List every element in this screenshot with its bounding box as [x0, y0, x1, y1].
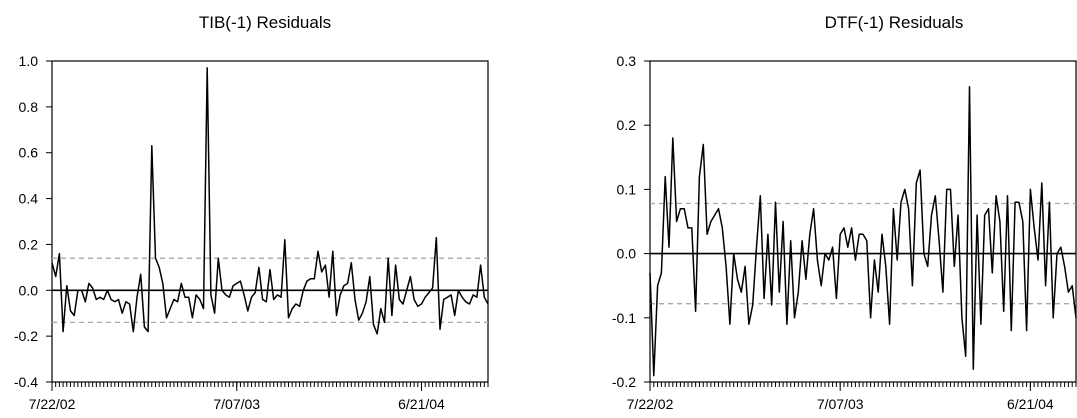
plot-frame — [51, 60, 489, 383]
chart-tib-residuals: TIB(-1) Residuals 1.0 0.8 0.6 0.4 0.2 0.0 -0.2 -… — [14, 13, 489, 412]
y-tick-label: 0.0 — [617, 246, 637, 262]
y-tick-label: 0.8 — [19, 99, 39, 115]
x-tick-label: 7/07/03 — [817, 396, 864, 412]
y-tick-label: -0.1 — [612, 310, 636, 326]
plot-frame — [649, 60, 1077, 383]
y-tick-label: 0.2 — [617, 117, 637, 133]
x-tick-label: 7/07/03 — [213, 396, 260, 412]
y-tick-label: -0.4 — [14, 374, 38, 390]
y-tick-label: -0.2 — [14, 328, 38, 344]
residual-series-line — [51, 67, 489, 335]
y-tick-label: -0.2 — [612, 374, 636, 390]
chart-title: DTF(-1) Residuals — [825, 13, 964, 32]
y-tick-label: 1.0 — [19, 53, 39, 69]
residual-series-line — [649, 85, 1077, 377]
chart-title: TIB(-1) Residuals — [199, 13, 331, 32]
x-tick-label: 7/22/02 — [627, 396, 674, 412]
x-tick-label: 6/21/04 — [1007, 396, 1054, 412]
x-tick-label: 7/22/02 — [29, 396, 76, 412]
y-tick-label: 0.4 — [19, 191, 39, 207]
y-tick-label: 0.6 — [19, 145, 39, 161]
y-tick-label: 0.0 — [19, 282, 39, 298]
x-tick-label: 6/21/04 — [398, 396, 445, 412]
y-tick-label: 0.1 — [617, 181, 637, 197]
y-tick-label: 0.2 — [19, 236, 39, 252]
chart-dtf-residuals: DTF(-1) Residuals 0.3 0.2 0.1 0.0 -0.1 -0.2 7/2… — [612, 13, 1077, 412]
y-tick-label: 0.3 — [617, 53, 637, 69]
